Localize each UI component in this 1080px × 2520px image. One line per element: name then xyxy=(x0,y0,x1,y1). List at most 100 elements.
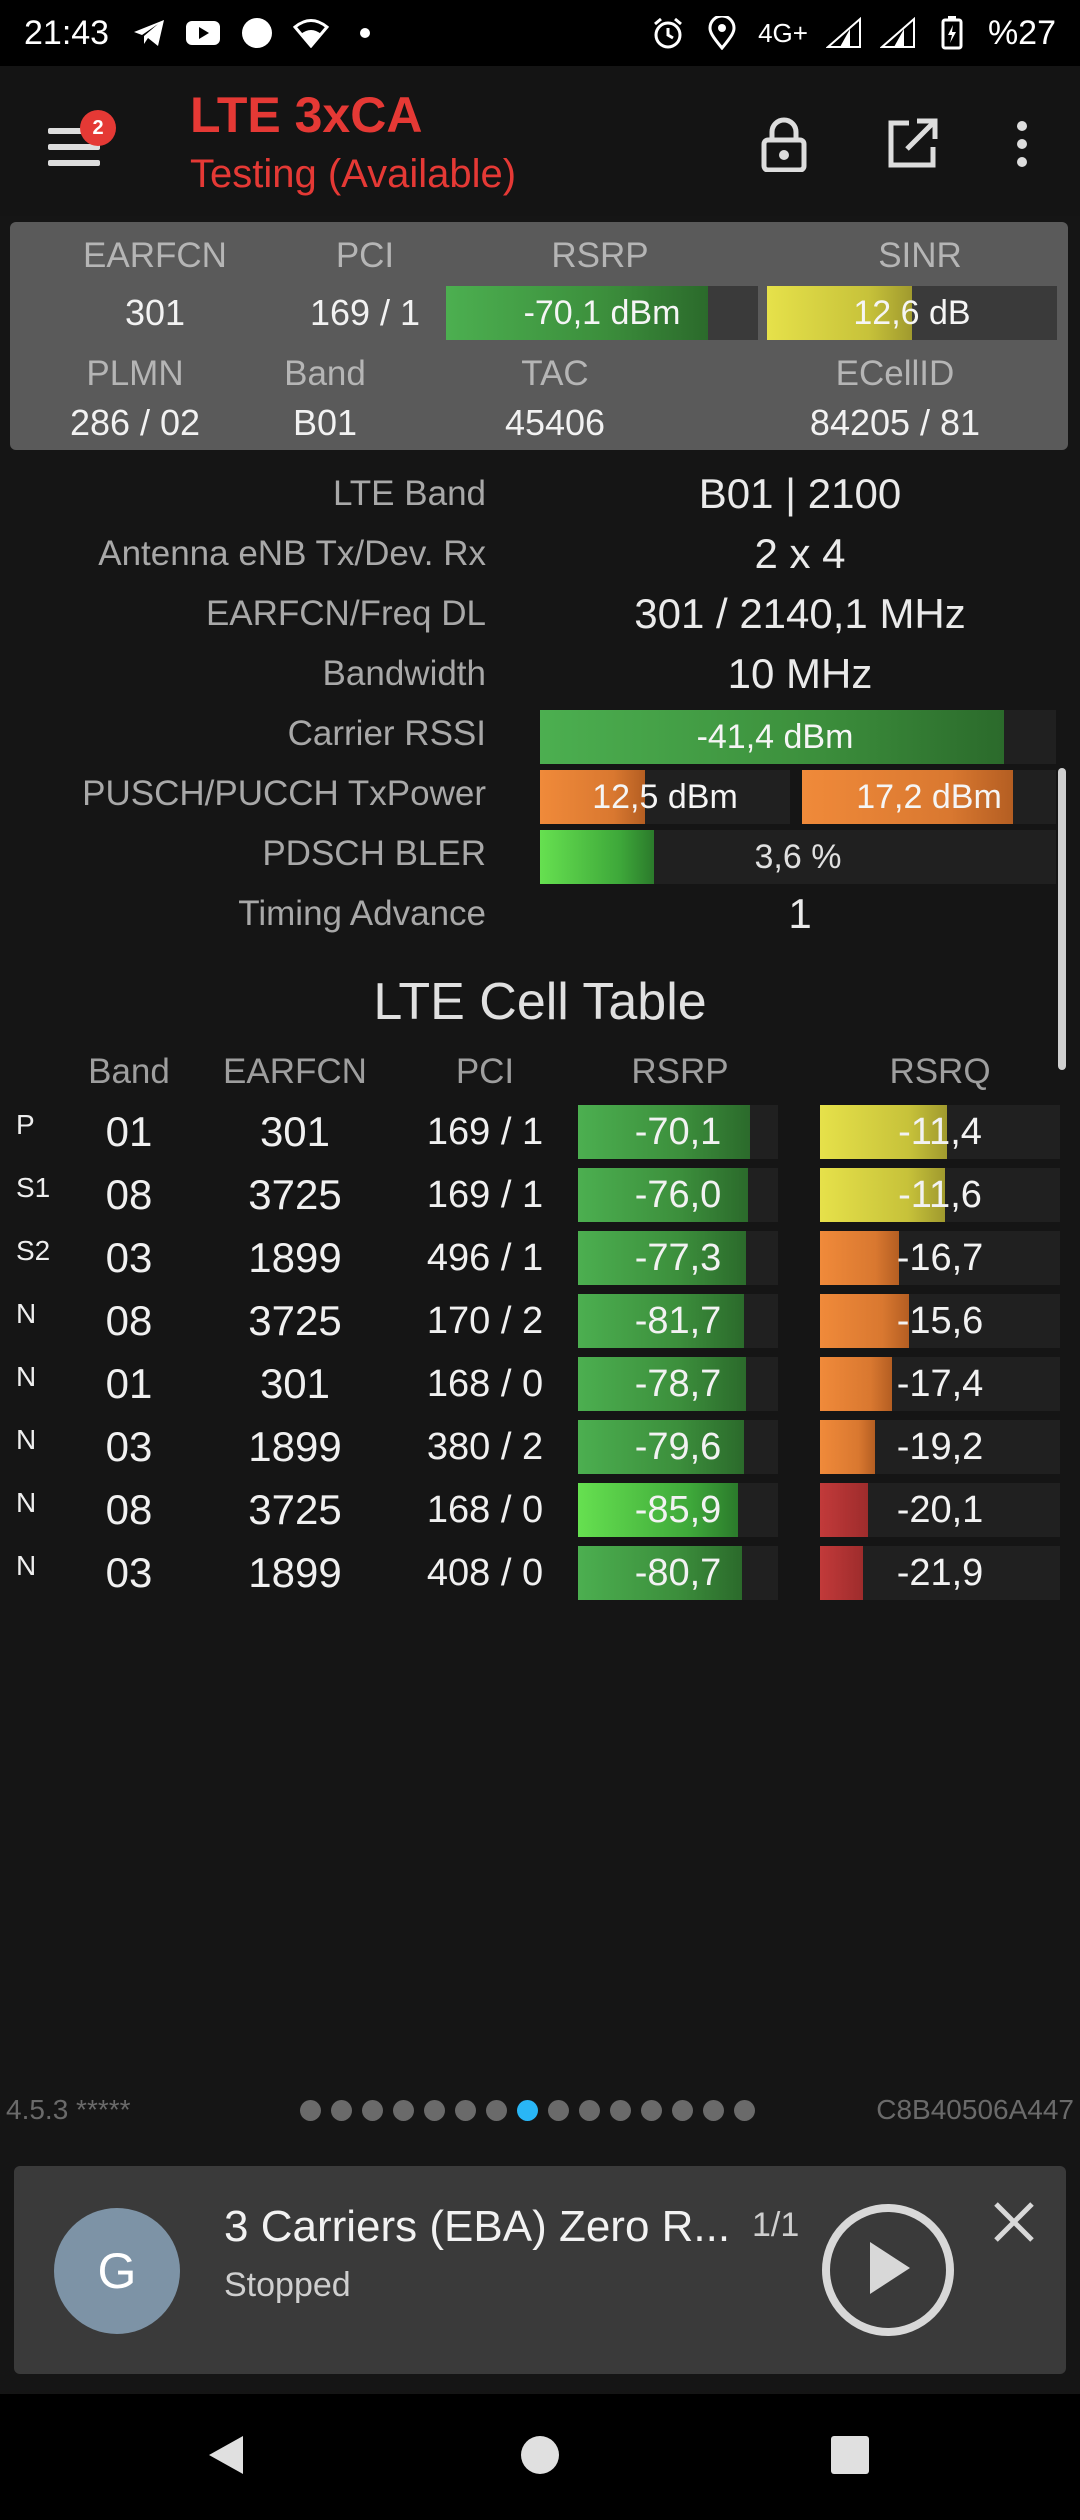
scrollbar[interactable] xyxy=(1058,768,1066,1070)
cell-rsrp: -79,6 xyxy=(634,1425,722,1468)
page-dot[interactable] xyxy=(455,2100,476,2121)
rsrp-value: -70,1 dBm xyxy=(523,293,681,332)
cell-rsrp-fill xyxy=(578,1105,750,1159)
page-indicator[interactable] xyxy=(300,2100,755,2121)
play-icon xyxy=(860,2236,916,2305)
cell-rsrq-fill xyxy=(820,1294,909,1348)
cell-rsrq: -20,1 xyxy=(896,1488,984,1531)
battery-percent: %27 xyxy=(987,13,1056,52)
app-subtitle: Testing (Available) xyxy=(190,152,517,196)
menu-button[interactable]: 2 xyxy=(40,110,116,182)
cell-rsrp-fill xyxy=(578,1483,738,1537)
cell-earfcn: 1899 xyxy=(248,1423,342,1470)
plmn-label: PLMN xyxy=(86,354,184,393)
page-dot[interactable] xyxy=(579,2100,600,2121)
lock-icon xyxy=(759,116,809,177)
carrier-rssi-fill xyxy=(540,710,1005,764)
cell-type: S1 xyxy=(16,1172,51,1203)
status-bar: 21:43 4G+ %27 xyxy=(0,0,1080,66)
cell-pci: 496 / 1 xyxy=(426,1236,544,1279)
cell-rsrp-meter: -70,1 xyxy=(578,1105,778,1159)
recents-icon xyxy=(829,2434,871,2481)
avatar: G xyxy=(54,2208,180,2334)
page-dot[interactable] xyxy=(486,2100,507,2121)
cell-type: N xyxy=(16,1424,37,1455)
bandwidth-value: 10 MHz xyxy=(727,650,873,697)
cell-band: 08 xyxy=(105,1486,153,1533)
cell-type: N xyxy=(16,1550,37,1581)
cell-rsrp: -76,0 xyxy=(634,1173,722,1216)
cell-rsrq-fill xyxy=(820,1546,864,1600)
cell-pci: 168 / 0 xyxy=(426,1488,544,1531)
page-dot[interactable] xyxy=(393,2100,414,2121)
cell-band: 03 xyxy=(105,1234,153,1281)
carrier-rssi-label: Carrier RSSI xyxy=(287,714,486,753)
test-count: 1/1 xyxy=(752,2206,800,2244)
app-bar: 2 LTE 3xCA Testing (Available) xyxy=(0,66,1080,216)
page-dot-active[interactable] xyxy=(517,2100,538,2121)
cell-rsrp-meter: -78,7 xyxy=(578,1357,778,1411)
table-row: N 08 3725 170 / 2 -81,7 -15,6 xyxy=(0,1290,1080,1352)
rsrp-label: RSRP xyxy=(551,236,649,275)
page-dot[interactable] xyxy=(703,2100,724,2121)
cell-rsrp: -85,9 xyxy=(634,1488,722,1531)
cell-rsrq-meter: -16,7 xyxy=(820,1231,1060,1285)
lock-button[interactable] xyxy=(744,106,824,186)
page-dot[interactable] xyxy=(424,2100,445,2121)
cell-rsrq-meter: -11,4 xyxy=(820,1105,1060,1159)
col-header-band: Band xyxy=(88,1052,170,1091)
lte-band-value: B01 | 2100 xyxy=(698,470,902,517)
page-dot[interactable] xyxy=(734,2100,755,2121)
table-row: N 03 1899 380 / 2 -79,6 -19,2 xyxy=(0,1416,1080,1478)
page-dot[interactable] xyxy=(610,2100,631,2121)
test-status: Stopped xyxy=(224,2266,351,2304)
status-time: 21:43 xyxy=(24,13,110,52)
cell-band: 08 xyxy=(105,1171,153,1218)
play-button[interactable] xyxy=(822,2204,954,2336)
test-player-card[interactable]: G 3 Carriers (EBA) Zero R... 1/1 Stopped xyxy=(14,2166,1066,2374)
back-icon xyxy=(203,2432,247,2483)
cell-band: 08 xyxy=(105,1297,153,1344)
cell-rsrp: -78,7 xyxy=(634,1362,722,1405)
page-dot[interactable] xyxy=(331,2100,352,2121)
page-dot[interactable] xyxy=(672,2100,693,2121)
cell-rsrq-fill xyxy=(820,1483,868,1537)
page-dot[interactable] xyxy=(362,2100,383,2121)
cell-rsrp-meter: -76,0 xyxy=(578,1168,778,1222)
cell-rsrq-fill xyxy=(820,1168,945,1222)
bandwidth-label: Bandwidth xyxy=(322,654,486,693)
page-dot[interactable] xyxy=(300,2100,321,2121)
cell-type: N xyxy=(16,1487,37,1518)
back-button[interactable] xyxy=(190,2422,260,2492)
alarm-icon xyxy=(650,15,686,51)
cell-pci: 168 / 0 xyxy=(426,1362,544,1405)
cell-rsrp-meter: -77,3 xyxy=(578,1231,778,1285)
cell-rsrq-fill xyxy=(820,1420,876,1474)
cell-rsrq-fill xyxy=(820,1357,892,1411)
home-icon xyxy=(519,2434,561,2481)
cell-rsrq-meter: -21,9 xyxy=(820,1546,1060,1600)
signal-icon xyxy=(825,15,862,51)
notification-badge: 2 xyxy=(80,110,116,146)
txpower-label: PUSCH/PUCCH TxPower xyxy=(82,774,486,813)
pusch-fill xyxy=(540,770,645,824)
circle-icon xyxy=(239,15,275,51)
carrier-rssi-value: -41,4 dBm xyxy=(696,717,854,756)
col-header-rsrp: RSRP xyxy=(631,1052,729,1091)
recents-button[interactable] xyxy=(815,2422,885,2492)
home-button[interactable] xyxy=(505,2422,575,2492)
rsrp-meter-fill xyxy=(446,286,709,340)
ecellid-label: ECellID xyxy=(835,354,955,393)
pucch-meter: 17,2 dBm xyxy=(802,770,1056,824)
page-dot[interactable] xyxy=(548,2100,569,2121)
open-external-button[interactable] xyxy=(872,106,952,186)
cell-band: 03 xyxy=(105,1423,153,1470)
close-button[interactable] xyxy=(984,2192,1044,2252)
sinr-value: 12,6 dB xyxy=(853,293,971,332)
cell-earfcn: 301 xyxy=(259,1108,331,1155)
more-options-button[interactable] xyxy=(982,106,1062,186)
page-dot[interactable] xyxy=(641,2100,662,2121)
cell-rsrq-fill xyxy=(820,1105,948,1159)
cell-type: N xyxy=(16,1298,37,1329)
cell-rsrq: -21,9 xyxy=(896,1551,984,1594)
